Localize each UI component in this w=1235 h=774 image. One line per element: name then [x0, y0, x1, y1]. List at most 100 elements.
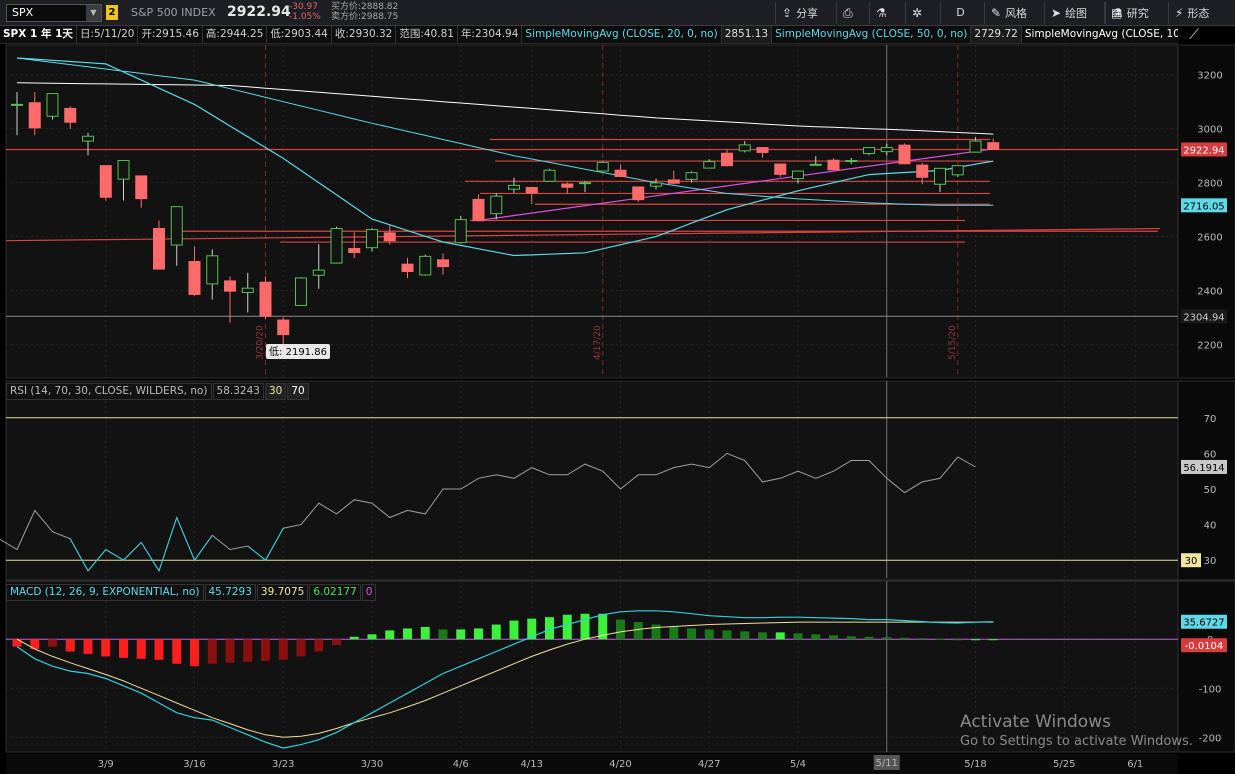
candle-body — [28, 102, 41, 129]
macd-diff-tag-bg — [1181, 638, 1227, 653]
legend-ma100[interactable]: SimpleMovingAvg (CLOSE, 100,... — [1022, 26, 1178, 43]
macd-histogram-bar — [953, 639, 963, 641]
x-tick-label: 3/30 — [361, 759, 383, 770]
macd-histogram-bar — [30, 639, 40, 650]
legend-low: 低:2903.44 — [267, 26, 332, 43]
macd-histogram-bar — [332, 639, 341, 646]
macd-histogram-bar — [367, 634, 377, 640]
legend-ma50[interactable]: SimpleMovingAvg (CLOSE, 50, 0, no) — [772, 26, 972, 43]
bid-ask-box: 买方价:2888.82 卖方价:2988.75 — [331, 2, 398, 22]
patterns-button[interactable]: ⚡ 形态 — [1168, 2, 1215, 24]
macd-histogram-bar — [633, 622, 643, 640]
chart-tool-icon[interactable]: ⟋ — [1189, 27, 1199, 43]
macd-histogram-bar — [900, 637, 909, 640]
rsi-tick-label: 70 — [1204, 414, 1217, 425]
save-icon: ⎙ — [843, 6, 853, 20]
macd-histogram-bar — [349, 636, 359, 640]
candle-body — [330, 228, 343, 264]
trend-line — [5, 227, 1161, 242]
gear-icon: ✲ — [912, 6, 923, 20]
x-tick-label: 5/18 — [964, 759, 986, 770]
candle-body — [454, 219, 467, 244]
macd-histogram-bar — [722, 630, 732, 640]
share-button[interactable]: ⇪ 分享 — [775, 2, 824, 24]
candle-body — [614, 169, 627, 177]
x-tick-label: 4/27 — [698, 759, 720, 770]
legend-symbol[interactable]: SPX 1 年 1天 — [0, 26, 77, 43]
y-tick-label: 3000 — [1197, 125, 1222, 136]
macd-tick-label: -100 — [1199, 684, 1222, 695]
macd-value: 45.7293 — [204, 584, 256, 601]
symbol-input[interactable]: SPX ▼ — [6, 4, 102, 22]
x-tick-label: 3/9 — [98, 759, 114, 770]
rsi-label[interactable]: RSI (14, 70, 30, CLOSE, WILDERS, no) — [6, 383, 212, 400]
rsi-value: 58.3243 — [212, 383, 264, 400]
cursor-date: 5/11 — [876, 758, 898, 769]
event-date-label: 3/20/20 — [256, 325, 266, 360]
save-button[interactable]: ⎙ — [836, 2, 863, 24]
macd-tick-label: -200 — [1199, 733, 1222, 744]
flask-icon: ⚗ — [1112, 6, 1123, 20]
candle-body — [188, 260, 201, 295]
notes-button[interactable]: ▤ — [1104, 2, 1132, 24]
candle-body — [46, 93, 59, 117]
macd-signal-line — [16, 621, 994, 738]
x-tick-label: 5/4 — [790, 759, 806, 770]
rsi-oversold-segment — [158, 517, 178, 572]
symbol-dropdown-icon[interactable]: ▼ — [86, 5, 101, 21]
x-tick-label: 3/23 — [272, 759, 294, 770]
studies-button[interactable]: ⚗ 研究 — [1105, 2, 1155, 24]
macd-line — [16, 610, 994, 749]
event-date-label: 5/15/20 — [948, 325, 958, 360]
candle-body — [383, 232, 396, 242]
candle-body — [685, 172, 698, 180]
macd-histogram-bar — [65, 639, 75, 652]
style-button[interactable]: ✎ 风格 — [984, 2, 1033, 24]
low-callout: 低: 2191.86 — [269, 345, 327, 358]
pane-frame-1 — [5, 380, 1179, 581]
legend-ma20[interactable]: SimpleMovingAvg (CLOSE, 20, 0, no) — [522, 26, 722, 43]
macd-histogram-bar — [758, 632, 767, 640]
watermark-line1: Activate Windows — [960, 712, 1111, 732]
aggregation-button[interactable]: D — [940, 2, 980, 24]
rsi-oversold-segment — [123, 542, 142, 561]
patterns-label: 形态 — [1187, 7, 1210, 20]
y-tick-label: 3200 — [1197, 71, 1222, 82]
candle-body — [632, 186, 645, 201]
rsi-oversold-segment — [265, 527, 284, 561]
candle-body — [951, 165, 964, 176]
link-badge[interactable]: 2 — [106, 5, 118, 20]
macd-value-tag-bg — [1181, 614, 1227, 629]
candle-body — [543, 169, 556, 182]
candle-body — [738, 144, 751, 152]
legend-year: 年:2304.94 — [458, 26, 523, 43]
macd-histogram-bar — [775, 632, 785, 640]
rsi-oversold-segment — [176, 517, 195, 561]
rsi-os-tag: 30 — [1185, 556, 1198, 567]
macd-diff-tag: -0.0104 — [1185, 641, 1224, 652]
macd-histogram-bar — [846, 636, 856, 640]
drawing-button[interactable]: ➤ 绘图 — [1044, 2, 1093, 24]
legend-high: 高:2944.25 — [203, 26, 268, 43]
macd-histogram-bar — [83, 639, 93, 654]
macd-label[interactable]: MACD (12, 26, 9, EXPONENTIAL, no) — [6, 584, 204, 601]
share-label: 分享 — [796, 7, 819, 20]
y-tick-label: 2600 — [1197, 233, 1222, 244]
rsi-oversold-segment — [87, 549, 107, 572]
ask-price: 卖方价:2988.75 — [331, 12, 399, 22]
low-callout-box — [266, 344, 330, 359]
candle-body — [348, 248, 361, 254]
rsi-os-tag-bg — [1181, 553, 1201, 568]
settings-button[interactable]: ✲ — [905, 2, 932, 24]
ma100-line — [16, 82, 994, 135]
candle-body — [809, 163, 822, 166]
candle-body — [525, 187, 538, 194]
activation-watermark: Activate Windows Go to Settings to activ… — [960, 712, 1193, 749]
x-tick-label: 3/16 — [183, 759, 205, 770]
candle-body — [419, 255, 432, 276]
candle-body — [472, 198, 485, 222]
candle-body — [987, 142, 1000, 150]
flask-button[interactable]: ⚗ — [869, 2, 897, 24]
x-tick-label: 6/1 — [1127, 759, 1143, 770]
